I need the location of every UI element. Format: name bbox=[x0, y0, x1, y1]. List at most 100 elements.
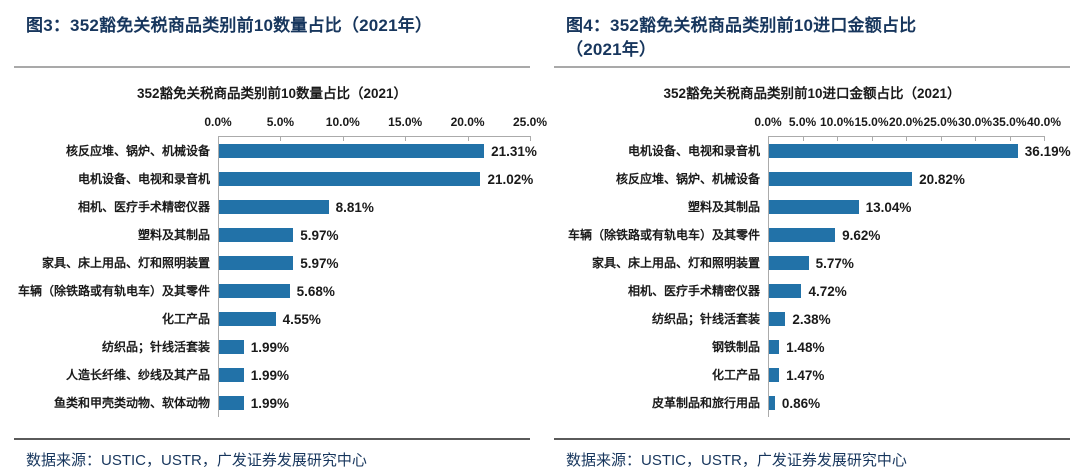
bar-row: 1.99% bbox=[218, 333, 530, 361]
x-axis: 0.0% 5.0% 10.0% 15.0% 20.0% 25.0% 30.0% 35.0% 40… bbox=[754, 100, 1061, 141]
bar bbox=[769, 368, 780, 382]
bar bbox=[219, 368, 244, 382]
category-label: 车辆（除铁路或有轨电车）及其零件 bbox=[17, 284, 210, 298]
bar bbox=[769, 396, 775, 410]
bar-value-label: 1.99% bbox=[250, 395, 290, 411]
x-axis-tick-label: 5.0% bbox=[266, 115, 295, 129]
x-axis-tick-label: 40.0% bbox=[1026, 115, 1062, 129]
category-label: 车辆（除铁路或有轨电车）及其零件 bbox=[567, 228, 760, 242]
bar-value-label: 5.97% bbox=[300, 227, 339, 243]
bar-value-label: 21.02% bbox=[487, 171, 534, 187]
category-label: 鱼类和甲壳类动物、软体动物 bbox=[53, 396, 210, 410]
data-source-text: 数据来源：USTIC，USTR，广发证券发展研究中心 bbox=[26, 451, 367, 469]
chart-title: 352豁免关税商品类别前10数量占比（2021） bbox=[136, 86, 408, 101]
bar bbox=[219, 396, 244, 410]
bar bbox=[769, 284, 802, 298]
bar bbox=[769, 172, 913, 186]
bar-row: 20.82% bbox=[768, 165, 1044, 193]
bar bbox=[219, 340, 244, 354]
bar bbox=[769, 144, 1018, 158]
bar bbox=[219, 228, 294, 242]
bar bbox=[769, 228, 836, 242]
figure-caption: 图3：352豁免关税商品类别前10数量占比（2021年） bbox=[14, 14, 530, 66]
bar-value-label: 13.04% bbox=[865, 199, 912, 215]
bar-value-label: 20.82% bbox=[919, 171, 965, 187]
category-label: 相机、医疗手术精密仪器 bbox=[77, 200, 210, 214]
category-label: 家具、床上用品、灯和照明装置 bbox=[41, 256, 210, 270]
figure-panel-4: 图4：352豁免关税商品类别前10进口金额占比 （2021年） 352豁免关税商品… bbox=[540, 0, 1080, 476]
axis-spacer bbox=[554, 100, 768, 137]
x-axis-tick bbox=[1009, 136, 1011, 141]
data-source: 数据来源：USTIC，USTR，广发证券发展研究中心 bbox=[14, 440, 530, 470]
bar bbox=[769, 340, 780, 354]
bar-row: 1.48% bbox=[768, 333, 1044, 361]
x-axis-tick-label: 20.0% bbox=[888, 115, 924, 129]
axis-spacer bbox=[14, 100, 218, 137]
category-label: 核反应堆、锅炉、机械设备 bbox=[65, 144, 210, 158]
bar bbox=[769, 200, 859, 214]
x-axis-tick-label: 15.0% bbox=[388, 115, 423, 129]
bar-row: 1.99% bbox=[218, 361, 530, 389]
category-label: 核反应堆、锅炉、机械设备 bbox=[615, 172, 760, 186]
bar-row: 13.04% bbox=[768, 193, 1044, 221]
figure-panel-3: 图3：352豁免关税商品类别前10数量占比（2021年） 352豁免关税商品类别… bbox=[14, 14, 547, 470]
bar-row: 1.47% bbox=[768, 361, 1044, 389]
x-axis-tick bbox=[871, 136, 873, 141]
bar bbox=[219, 144, 485, 158]
category-label: 塑料及其制品 bbox=[137, 228, 210, 242]
bar-row: 9.62% bbox=[768, 221, 1044, 249]
bar-value-label: 5.77% bbox=[815, 255, 854, 271]
x-axis-tick bbox=[467, 136, 469, 141]
x-axis-tick-label: 5.0% bbox=[788, 115, 817, 129]
category-label: 化工产品 bbox=[711, 368, 760, 382]
bar-value-label: 4.72% bbox=[808, 283, 847, 299]
x-axis-tick-label: 0.0% bbox=[754, 115, 782, 129]
x-axis-tick bbox=[975, 136, 976, 141]
plot-area: 0.0% 5.0% 10.0% 15.0% 20.0% 25.0% 核反应堆、锅炉、机械设备… bbox=[14, 100, 547, 417]
x-axis-tick-label: 10.0% bbox=[325, 115, 360, 129]
bar-row: 4.72% bbox=[768, 277, 1044, 305]
figure-caption-line: 图4：352豁免关税商品类别前10进口金额占比 bbox=[566, 16, 917, 35]
x-axis: 0.0% 5.0% 10.0% 15.0% 20.0% 25.0% bbox=[204, 100, 547, 141]
bar-row: 5.97% bbox=[218, 221, 530, 249]
bar-value-label: 5.68% bbox=[296, 283, 335, 299]
x-axis-tick-label: 35.0% bbox=[992, 115, 1027, 129]
figure-caption: 图4：352豁免关税商品类别前10进口金额占比 （2021年） bbox=[554, 14, 1070, 66]
x-axis-tick bbox=[342, 136, 344, 141]
figure-caption-line: 图3：352豁免关税商品类别前10数量占比（2021年） bbox=[26, 16, 433, 35]
bar-value-label: 36.19% bbox=[1024, 143, 1071, 159]
x-axis-tick bbox=[405, 136, 407, 141]
bar-value-label: 4.55% bbox=[282, 311, 321, 327]
bar-row: 5.97% bbox=[218, 249, 530, 277]
source-divider bbox=[14, 438, 530, 440]
bar-row: 2.38% bbox=[768, 305, 1044, 333]
bar bbox=[219, 200, 329, 214]
category-label: 化工产品 bbox=[161, 312, 210, 326]
caption-divider bbox=[14, 66, 530, 68]
bar-value-label: 21.31% bbox=[491, 143, 537, 159]
import-value-share-bar-chart: 352豁免关税商品类别前10进口金额占比（2021） 0.0% 5.0% 10.0% 1… bbox=[554, 82, 1071, 417]
bar-row: 1.99% bbox=[218, 389, 530, 417]
quantity-share-bar-chart: 352豁免关税商品类别前10数量占比（2021） 0.0% 5.0% 10.0% 15.… bbox=[14, 82, 547, 417]
category-label: 纺织品；针线活套装 bbox=[651, 312, 760, 326]
bar bbox=[769, 256, 809, 270]
bar-row: 21.31% bbox=[218, 137, 537, 165]
category-label: 相机、医疗手术精密仪器 bbox=[627, 284, 760, 298]
x-axis-tick bbox=[530, 136, 531, 141]
bar bbox=[219, 312, 276, 326]
category-label: 皮革制品和旅行用品 bbox=[651, 396, 760, 410]
category-label: 塑料及其制品 bbox=[687, 200, 760, 214]
bar-row: 5.77% bbox=[768, 249, 1044, 277]
x-axis-tick-label: 15.0% bbox=[854, 115, 889, 129]
bar bbox=[219, 284, 290, 298]
bar bbox=[769, 312, 786, 326]
bar-row: 0.86% bbox=[768, 389, 1044, 417]
x-axis-tick bbox=[906, 136, 907, 141]
bar-value-label: 1.99% bbox=[250, 367, 290, 383]
source-divider bbox=[554, 438, 1070, 440]
bar-value-label: 1.48% bbox=[786, 339, 825, 355]
bar-value-label: 5.97% bbox=[300, 255, 339, 271]
bar-row: 21.02% bbox=[218, 165, 534, 193]
x-axis-tick-label: 25.0% bbox=[512, 115, 548, 129]
